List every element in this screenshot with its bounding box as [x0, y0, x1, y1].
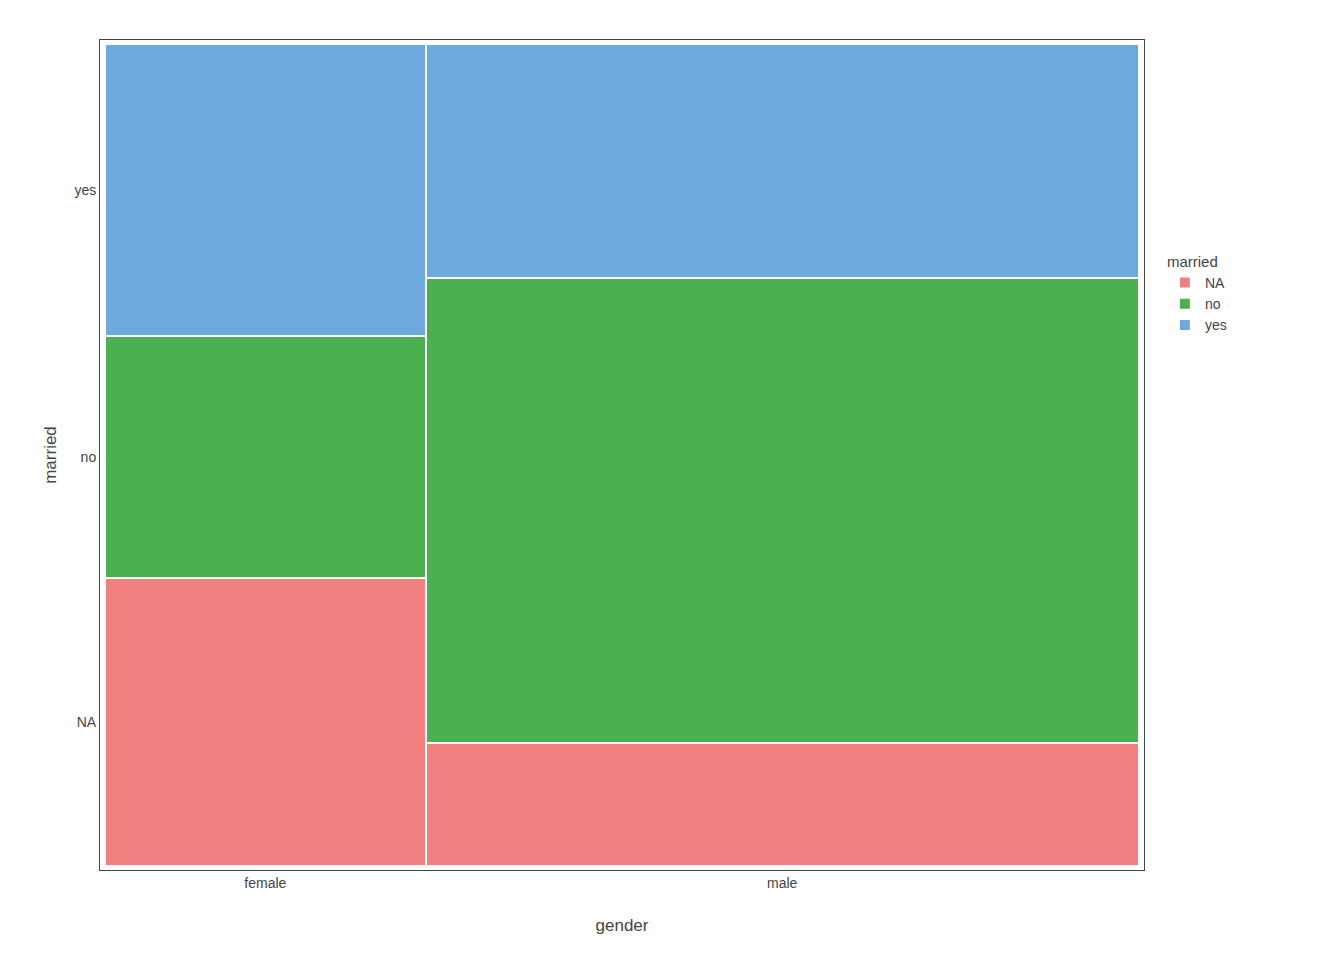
svg-text:female: female [244, 875, 286, 891]
svg-text:married: married [1167, 253, 1218, 270]
svg-text:married: married [41, 426, 60, 484]
svg-text:NA: NA [77, 714, 97, 730]
svg-text:NA: NA [1205, 275, 1225, 291]
svg-text:yes: yes [74, 182, 96, 198]
svg-text:gender: gender [596, 916, 649, 935]
svg-text:yes: yes [1205, 317, 1227, 333]
svg-text:no: no [81, 449, 97, 465]
svg-text:male: male [767, 875, 798, 891]
svg-text:no: no [1205, 296, 1221, 312]
